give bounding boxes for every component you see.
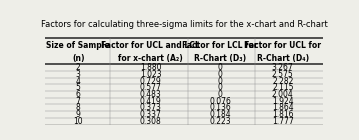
Text: 9: 9 (76, 110, 81, 119)
Text: 3: 3 (76, 70, 81, 79)
Text: 5: 5 (76, 83, 81, 92)
Text: 2.282: 2.282 (272, 76, 293, 86)
Text: 0.373: 0.373 (140, 103, 162, 112)
Text: 1.864: 1.864 (272, 103, 294, 112)
Text: 1.924: 1.924 (272, 97, 294, 106)
Text: 0.136: 0.136 (209, 103, 231, 112)
Text: 2.115: 2.115 (272, 83, 294, 92)
Text: 0: 0 (218, 70, 223, 79)
Text: 10: 10 (74, 117, 83, 126)
Text: 0.337: 0.337 (140, 110, 162, 119)
Text: R-Chart (D₃): R-Chart (D₃) (194, 54, 246, 63)
Text: 0: 0 (218, 76, 223, 86)
Text: Size of Sample: Size of Sample (46, 41, 110, 50)
Text: 0: 0 (218, 90, 223, 99)
Text: Factors for calculating three-sigma limits for the x-chart and R-chart: Factors for calculating three-sigma limi… (41, 20, 327, 29)
Text: Factor for LCL for: Factor for LCL for (182, 41, 258, 50)
Text: Factor for UCL for: Factor for UCL for (244, 41, 321, 50)
Text: 1.880: 1.880 (140, 63, 161, 72)
Text: 0.419: 0.419 (140, 97, 162, 106)
Text: 0.577: 0.577 (140, 83, 162, 92)
Text: 1.023: 1.023 (140, 70, 162, 79)
Text: 3.267: 3.267 (272, 63, 294, 72)
Text: 1.777: 1.777 (272, 117, 294, 126)
Text: 0.483: 0.483 (140, 90, 162, 99)
Text: 2: 2 (76, 63, 81, 72)
Text: 0.729: 0.729 (140, 76, 162, 86)
Text: 0.308: 0.308 (140, 117, 162, 126)
Text: (n): (n) (72, 54, 84, 63)
Text: 8: 8 (76, 103, 81, 112)
Text: 4: 4 (76, 76, 81, 86)
Text: for x-chart (A₂): for x-chart (A₂) (118, 54, 183, 63)
Text: 0: 0 (218, 63, 223, 72)
Text: 0: 0 (218, 83, 223, 92)
Text: R-Chart (D₄): R-Chart (D₄) (257, 54, 309, 63)
Text: 0.223: 0.223 (209, 117, 231, 126)
Text: 6: 6 (76, 90, 81, 99)
Text: Factor for UCL and LCL: Factor for UCL and LCL (101, 41, 200, 50)
Text: 2.575: 2.575 (272, 70, 294, 79)
Text: 7: 7 (76, 97, 81, 106)
Text: 1.816: 1.816 (272, 110, 294, 119)
Text: 0.076: 0.076 (209, 97, 231, 106)
Text: 0.184: 0.184 (209, 110, 231, 119)
Text: 2.004: 2.004 (272, 90, 294, 99)
